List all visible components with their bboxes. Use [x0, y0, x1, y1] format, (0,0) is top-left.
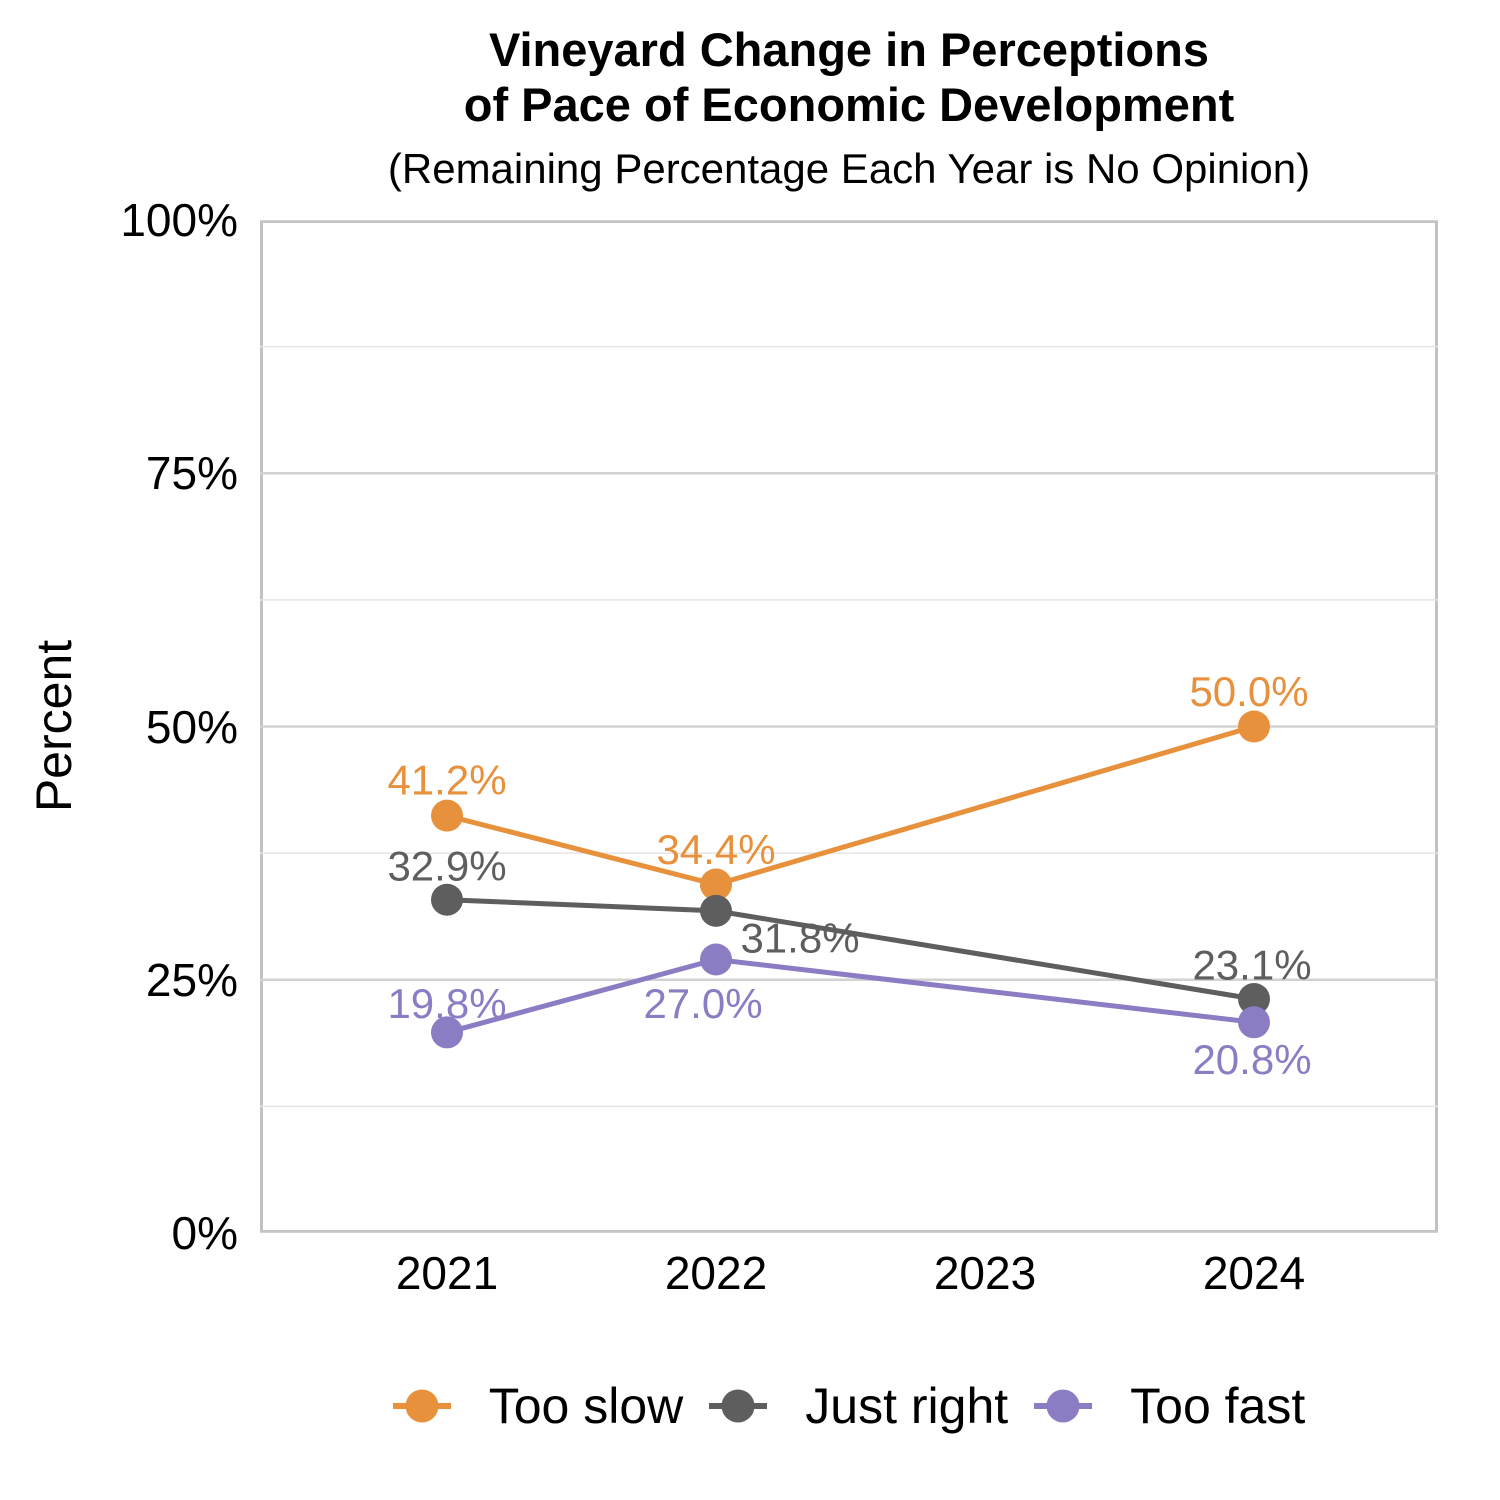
- x-tick-label: 2021: [395, 1247, 499, 1299]
- legend-key-icon: [709, 1388, 768, 1424]
- legend-key-dot: [1046, 1389, 1080, 1423]
- data-point-too-fast: [700, 943, 732, 976]
- plot-area: 41.2% 34.4% 50.0% 32.9% 31.8% 23.1% 19.8% 27.0%…: [260, 220, 1438, 1233]
- plot-svg: 41.2% 34.4% 50.0% 32.9% 31.8% 23.1% 19.8% 27.0%…: [260, 220, 1438, 1233]
- legend-label: Too slow: [488, 1378, 684, 1434]
- data-point-label-too-fast: 27.0%: [643, 980, 762, 1027]
- data-point-just-right: [431, 883, 463, 916]
- chart-title: Vineyard Change in Perceptions of Pace o…: [260, 22, 1438, 132]
- legend-item-too-fast: Too fast: [1034, 1377, 1305, 1435]
- legend-item-just-right: Just right: [709, 1377, 1008, 1435]
- data-point-too-fast: [431, 1016, 463, 1049]
- y-tick-label: 25%: [145, 953, 238, 1006]
- data-point-too-slow: [431, 799, 463, 832]
- data-point-label-just-right: 23.1%: [1192, 942, 1311, 989]
- data-point-label-too-fast: 20.8%: [1192, 1036, 1311, 1083]
- data-point-label-just-right: 31.8%: [740, 915, 859, 962]
- y-tick-label: 100%: [120, 194, 238, 246]
- y-tick-label: 75%: [145, 447, 238, 500]
- data-point-too-slow: [700, 868, 732, 901]
- chart-title-line-1: Vineyard Change in Perceptions: [488, 23, 1209, 76]
- chart-header: Vineyard Change in Perceptions of Pace o…: [260, 22, 1438, 193]
- chart-title-line-2: of Pace of Economic Development: [463, 78, 1235, 131]
- x-tick-label: 2024: [1202, 1247, 1306, 1299]
- data-point-too-fast: [1238, 1006, 1270, 1039]
- y-tick-label: 0%: [171, 1207, 238, 1259]
- data-point-just-right: [1238, 982, 1270, 1015]
- legend-key-dot: [405, 1389, 439, 1423]
- series-line-too-fast: [446, 956, 1255, 1035]
- x-tick-label: 2022: [664, 1247, 768, 1299]
- legend-key-icon: [392, 1388, 451, 1424]
- series-line-too-slow: [446, 724, 1255, 888]
- chart-subtitle: (Remaining Percentage Each Year is No Op…: [387, 145, 1311, 192]
- data-point-just-right: [700, 894, 732, 927]
- y-tick-label: 50%: [145, 700, 238, 753]
- data-point-label-just-right: 32.9%: [387, 842, 506, 889]
- legend-label: Just right: [805, 1378, 1009, 1434]
- legend-key-icon: [1034, 1388, 1093, 1424]
- legend-key-dot: [721, 1389, 755, 1423]
- data-point-label-too-slow: 41.2%: [387, 756, 506, 803]
- data-point-too-slow: [1238, 710, 1270, 743]
- legend: Too slow Just right Too fast: [260, 1376, 1438, 1436]
- legend-item-too-slow: Too slow: [392, 1377, 684, 1435]
- data-point-label-too-fast: 19.8%: [387, 980, 506, 1027]
- x-tick-label: 2023: [933, 1247, 1037, 1299]
- data-point-label-too-slow: 50.0%: [1189, 668, 1308, 715]
- data-point-label-too-slow: 34.4%: [656, 826, 775, 873]
- legend-label: Too fast: [1130, 1378, 1306, 1434]
